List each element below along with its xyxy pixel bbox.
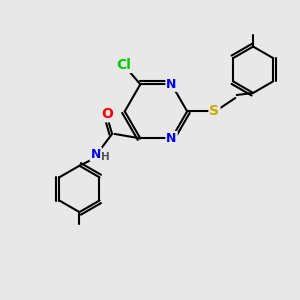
- Text: O: O: [102, 107, 114, 121]
- Text: H: H: [101, 152, 110, 162]
- Text: N: N: [167, 78, 177, 91]
- Text: N: N: [167, 132, 177, 145]
- Text: N: N: [91, 148, 101, 160]
- Text: Cl: Cl: [117, 58, 131, 72]
- Text: S: S: [209, 104, 220, 118]
